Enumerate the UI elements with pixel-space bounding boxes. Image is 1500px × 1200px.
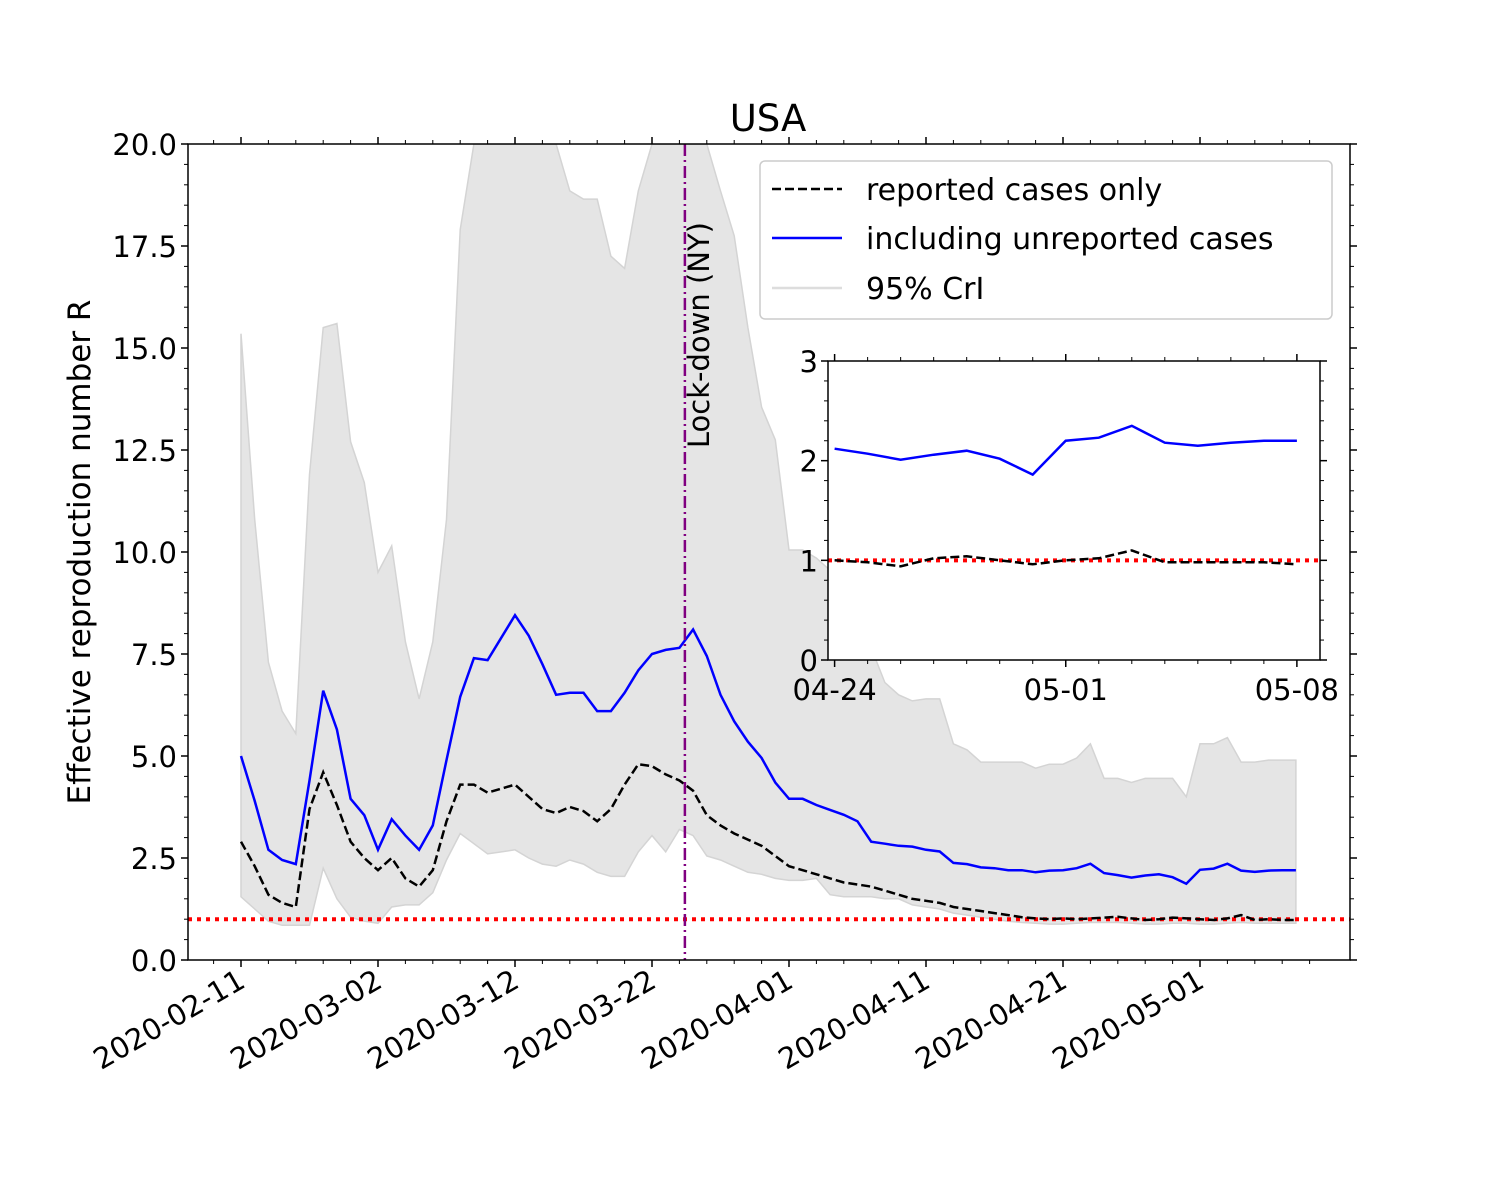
legend-label-unreported: including unreported cases [866, 222, 1273, 257]
inset-background [828, 361, 1320, 660]
y-axis-label: Effective reproduction number R [62, 300, 98, 805]
chart-title: USA [730, 97, 807, 140]
inset-x-tick-label: 05-01 [1024, 673, 1108, 707]
inset-chart: 0 1 2 3 04-24 05-01 05-08 [792, 345, 1339, 707]
y-tick-label: 0.0 [131, 944, 177, 978]
inset-x-tick-label: 05-08 [1255, 673, 1339, 707]
y-tick-label: 7.5 [131, 638, 177, 672]
ci-band-area [240, 144, 1297, 927]
legend-label-ci: 95% CrI [866, 272, 984, 307]
y-tick-label: 20.0 [112, 128, 177, 162]
legend-label-reported: reported cases only [866, 173, 1162, 208]
inset-y-tick-label: 1 [800, 544, 818, 578]
x-tick-label: 2020-04-21 [910, 963, 1073, 1077]
y-tick-label: 10.0 [112, 536, 177, 570]
series-line-reported [239, 762, 1296, 922]
inset-line-unreported [834, 424, 1297, 477]
y-tick-label: 12.5 [112, 434, 177, 468]
x-tick-label: 2020-03-22 [499, 963, 662, 1077]
lockdown-label: Lock-down (NY) [682, 222, 716, 448]
y-tick-label: 15.0 [112, 332, 177, 366]
inset-x-tick-label: 04-24 [792, 673, 876, 707]
x-tick-label: 2020-03-12 [362, 963, 525, 1077]
inset-frame [827, 360, 1321, 661]
x-tick-label: 2020-04-11 [773, 963, 936, 1077]
x-tick-label: 2020-04-01 [636, 963, 799, 1077]
y-tick-label: 17.5 [112, 230, 177, 264]
inset-y-tick-label: 2 [800, 445, 818, 479]
main-series-lines [188, 144, 1350, 960]
x-tick-label: 2020-02-11 [88, 963, 251, 1077]
legend: reported cases only including unreported… [759, 160, 1333, 320]
y-tick-label: 2.5 [131, 842, 177, 876]
series-line-unreported [239, 612, 1296, 886]
x-tick-label: 2020-05-01 [1047, 963, 1210, 1077]
y-tick-label: 5.0 [131, 740, 177, 774]
inset-y-tick-label: 3 [800, 345, 818, 379]
legend-box [759, 160, 1333, 320]
x-tick-label: 2020-03-02 [225, 963, 388, 1077]
ci-band [240, 144, 1297, 927]
inset-y-tick-label: 0 [800, 644, 818, 678]
inset-line-reported [834, 549, 1297, 568]
